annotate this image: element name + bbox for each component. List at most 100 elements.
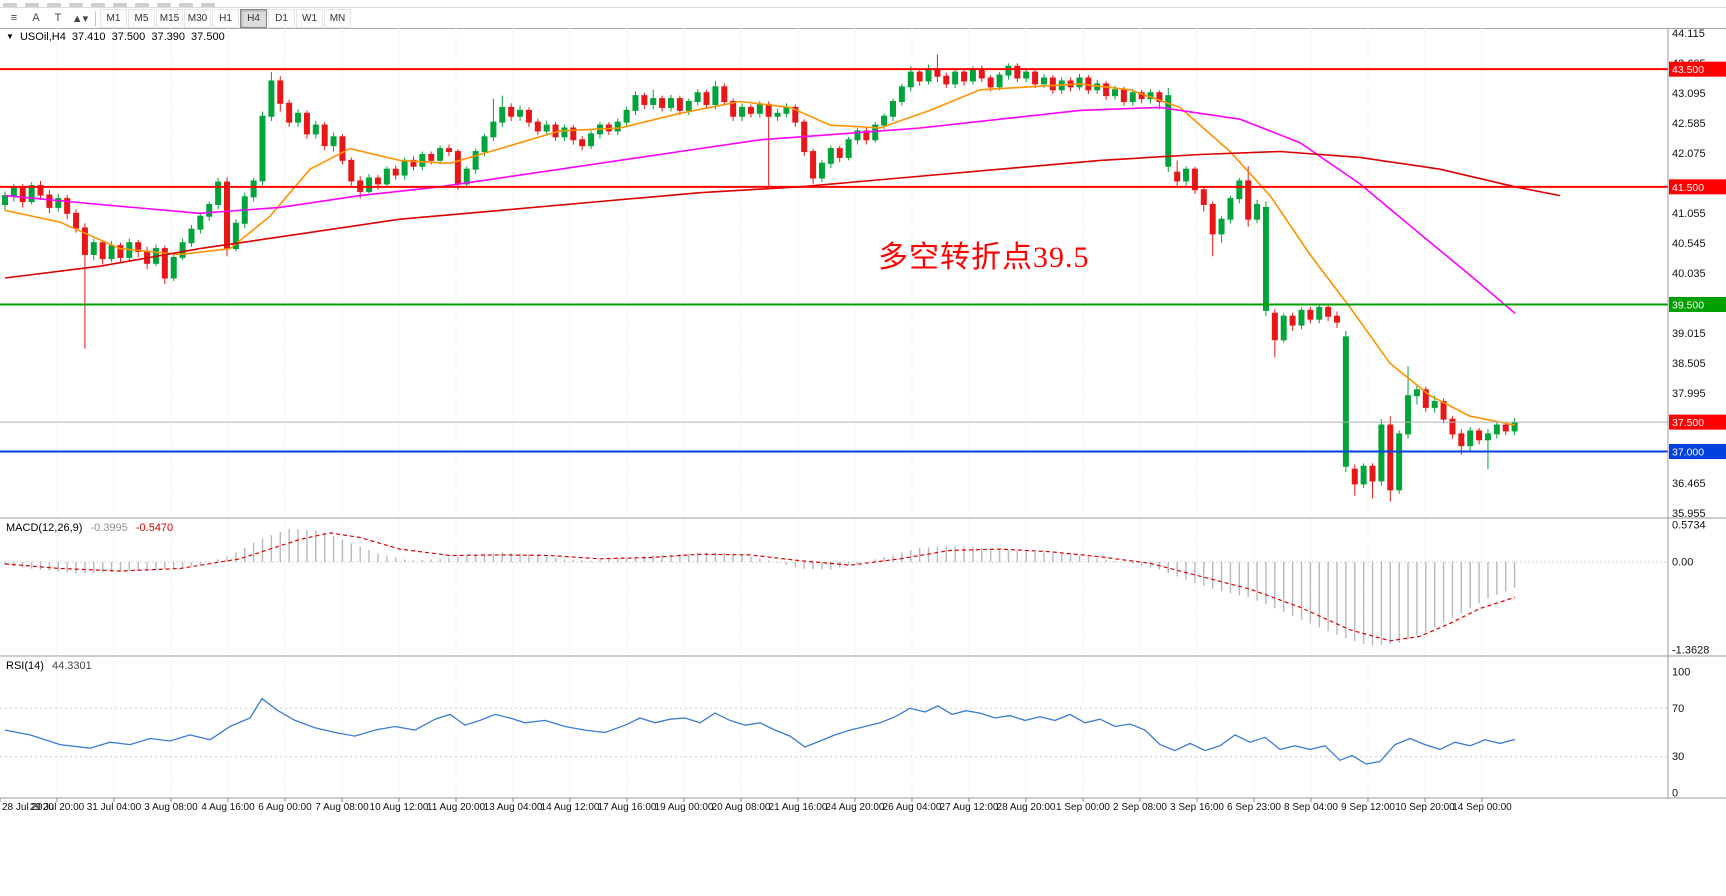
candle [508,103,515,121]
candle [1458,429,1465,455]
toolbar-fragment-icon [47,3,61,7]
candle [1342,330,1349,473]
candle [1316,304,1323,324]
timeframe-button-h4[interactable]: H4 [240,8,267,28]
timeframe-button-m1[interactable]: M1 [100,8,127,28]
candle [1254,199,1261,224]
rsi-axis-label: 0 [1672,788,1678,800]
candle [446,144,452,157]
time-label: 31 Jul 04:00 [87,802,142,813]
timeframe-button-mn[interactable]: MN [324,8,351,28]
candle [1227,195,1234,224]
candle [170,252,177,281]
candle [1484,429,1491,470]
time-label: 1 Sep 00:00 [1056,802,1110,813]
shapes-tool[interactable]: ▲▾ [71,12,89,25]
time-label: 6 Aug 00:00 [258,802,312,813]
timeframe-button-m30[interactable]: M30 [184,8,211,28]
candle [286,99,293,127]
svg-text:37.500: 37.500 [1672,417,1704,429]
macd-panel: 0.5734 0.00 -1.3628 [0,519,1709,657]
time-label: 14 Aug 12:00 [541,802,600,813]
price-badge-37500: 37.500 [1669,414,1726,430]
candle [161,245,168,284]
rsi-axis-label: 30 [1672,751,1684,763]
rsi-axis-label: 70 [1672,703,1684,715]
candle [1396,430,1403,494]
chart-annotation[interactable]: 多空转折点39.5 [878,241,1090,274]
time-label: 14 Sep 00:00 [1452,802,1512,813]
price-axis-label: 44.115 [1672,28,1705,40]
macd-axis-label: -1.3628 [1672,645,1709,657]
time-label: 10 Sep 20:00 [1395,802,1455,813]
candle [961,69,968,86]
candle [295,109,302,127]
candle [659,95,666,112]
candle [179,238,186,261]
price-axis-label: 40.545 [1672,238,1706,250]
toolbar-fragment-icon [25,3,39,7]
candle [1218,216,1225,243]
price-axis-label: 42.585 [1672,118,1706,130]
chart-area[interactable]: 28 Jul 2020 29 Jul 20:00 31 Jul 04:00 3 Aug… [0,28,1726,896]
candle [1271,309,1278,358]
candle [490,98,497,141]
text-tool[interactable]: A [32,12,40,24]
candle [579,136,586,151]
rsi-name: RSI(14) [6,660,44,672]
timeframe-button-w1[interactable]: W1 [296,8,323,28]
rsi-indicator-label: RSI(14) 44.3301 [6,660,97,672]
candle [1467,426,1474,451]
candle [1502,422,1509,436]
candle [676,95,683,116]
candle [268,72,275,121]
candle [1076,73,1083,91]
timeframe-button-m15[interactable]: M15 [156,8,183,28]
candle [215,177,222,210]
candle [1103,80,1110,100]
candle [1387,416,1394,502]
candle [1476,427,1483,445]
toolbar-fragment-icon [157,3,171,7]
candle [250,177,257,202]
bar-high-value: 37.500 [111,31,146,43]
bar-close-value: 37.500 [191,31,225,43]
symbol-marker-icon[interactable]: ▼ [6,32,14,41]
candle [1493,420,1500,439]
ma-mid-line [4,106,1516,314]
candle [99,239,106,265]
price-axis-label: 42.075 [1672,148,1706,160]
label-tool[interactable]: T [54,12,62,24]
candle [1236,177,1243,204]
candle [810,148,817,184]
candle [2,191,8,211]
svg-text:37.000: 37.000 [1672,447,1704,459]
ma-slow-line [4,150,1561,279]
toolbar-fragment-icon [3,3,17,7]
toolbar-separator [95,10,96,26]
timeframe-button-d1[interactable]: D1 [268,8,295,28]
time-label: 9 Sep 12:00 [1341,802,1395,813]
toolbar-fragment-icon [113,3,127,7]
candle [259,111,266,186]
svg-text:43.500: 43.500 [1672,64,1704,76]
macd-main-value: -0.3995 [90,522,128,534]
macd-signal-value: -0.5470 [135,522,174,534]
candle [383,166,390,188]
candle [1191,166,1198,194]
candle [437,145,444,165]
candle [623,106,630,127]
candle [703,89,710,110]
line-studies-tool[interactable]: ≡ [10,12,18,24]
timeframe-button-m5[interactable]: M5 [128,8,155,28]
drawing-tools-group: ≡ A T ▲▾ [3,10,91,27]
candle [1183,166,1190,186]
candle [303,110,310,139]
timeframe-button-h1[interactable]: H1 [212,8,239,28]
price-badge-41500: 41.500 [1669,179,1726,195]
candle [668,95,674,112]
time-label: 6 Sep 23:00 [1227,802,1281,813]
candle [64,195,71,220]
